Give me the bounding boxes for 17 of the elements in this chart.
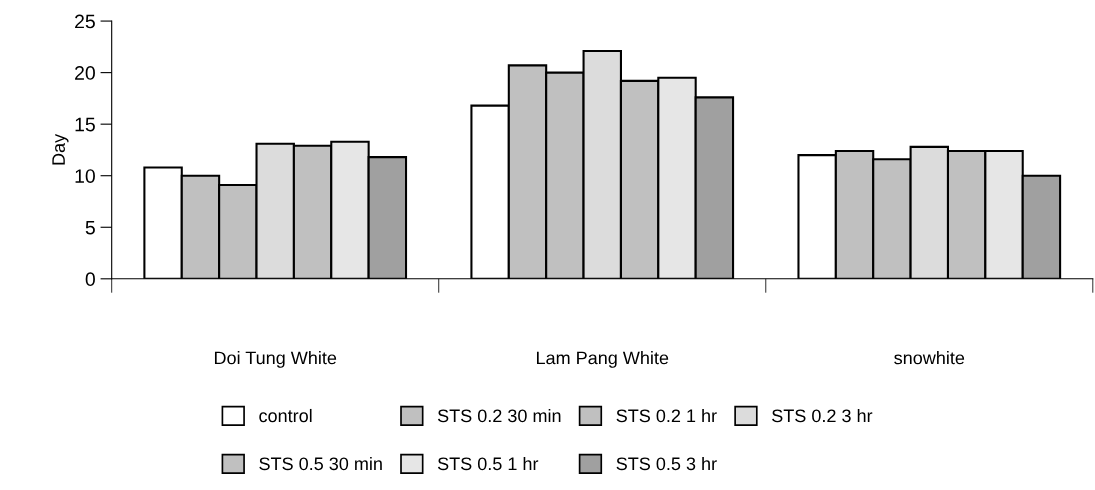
- x-tick-label: Lam Pang White: [537, 351, 669, 368]
- y-axis-title: Day: [52, 133, 69, 165]
- legend-label: control: [259, 408, 312, 423]
- y-tick-label: 20: [75, 66, 95, 80]
- y-tick-label: 0: [85, 272, 95, 287]
- legend-label: STS 0.5 30 min: [259, 456, 382, 471]
- legend-label: STS 0.2 3 hr: [772, 408, 873, 423]
- y-tick-label: 5: [85, 220, 95, 235]
- x-tick-label: snowhite: [894, 351, 965, 365]
- y-tick-label: 15: [75, 117, 95, 132]
- legend-label: STS 0.5 1 hr: [437, 456, 539, 471]
- legend-label: STS 0.2 1 hr: [616, 408, 717, 423]
- y-tick-label: 25: [75, 14, 95, 29]
- y-tick-label: 10: [75, 169, 95, 183]
- legend-label: STS 0.5 3 hr: [616, 456, 717, 471]
- legend-label: STS 0.2 30 min: [437, 408, 561, 423]
- x-tick-label: Doi Tung White: [214, 351, 337, 368]
